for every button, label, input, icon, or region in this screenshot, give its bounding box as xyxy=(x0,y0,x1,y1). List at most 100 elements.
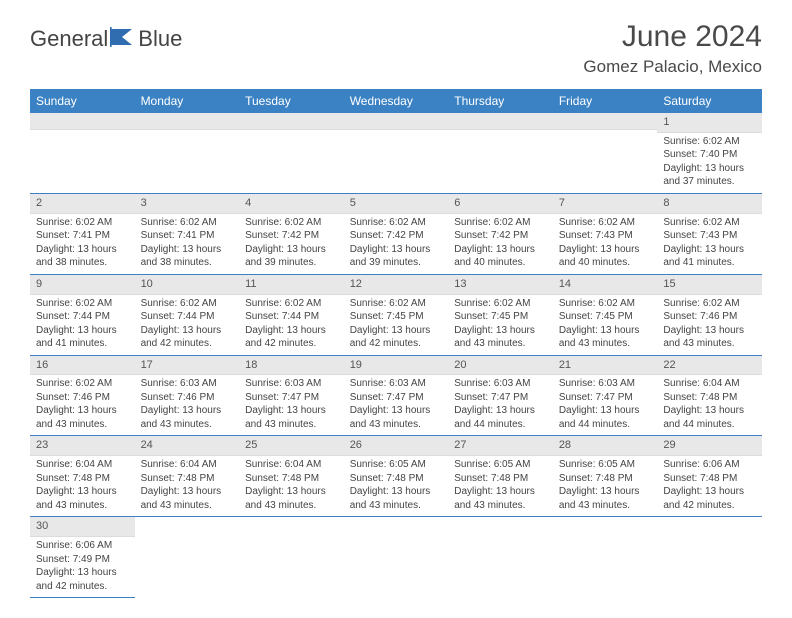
day-content: Sunrise: 6:02 AMSunset: 7:42 PMDaylight:… xyxy=(239,214,344,274)
day-number: 3 xyxy=(135,194,240,214)
empty-day-header xyxy=(30,113,135,130)
daylight-line: Daylight: 13 hours and 43 minutes. xyxy=(454,485,547,512)
day-content: Sunrise: 6:04 AMSunset: 7:48 PMDaylight:… xyxy=(239,456,344,516)
day-number: 4 xyxy=(239,194,344,214)
day-cell: 12Sunrise: 6:02 AMSunset: 7:45 PMDayligh… xyxy=(344,274,449,355)
day-number: 2 xyxy=(30,194,135,214)
day-cell: 24Sunrise: 6:04 AMSunset: 7:48 PMDayligh… xyxy=(135,436,240,517)
day-content: Sunrise: 6:04 AMSunset: 7:48 PMDaylight:… xyxy=(135,456,240,516)
day-content: Sunrise: 6:03 AMSunset: 7:46 PMDaylight:… xyxy=(135,375,240,435)
sunrise-line: Sunrise: 6:04 AM xyxy=(663,377,756,391)
sunrise-line: Sunrise: 6:02 AM xyxy=(663,216,756,230)
daylight-line: Daylight: 13 hours and 42 minutes. xyxy=(245,324,338,351)
day-cell: 2Sunrise: 6:02 AMSunset: 7:41 PMDaylight… xyxy=(30,193,135,274)
day-content: Sunrise: 6:03 AMSunset: 7:47 PMDaylight:… xyxy=(448,375,553,435)
weekday-header-row: Sunday Monday Tuesday Wednesday Thursday… xyxy=(30,89,762,113)
day-content: Sunrise: 6:02 AMSunset: 7:41 PMDaylight:… xyxy=(135,214,240,274)
sunrise-line: Sunrise: 6:02 AM xyxy=(454,297,547,311)
sunset-line: Sunset: 7:42 PM xyxy=(454,229,547,243)
daylight-line: Daylight: 13 hours and 39 minutes. xyxy=(350,243,443,270)
daylight-line: Daylight: 13 hours and 43 minutes. xyxy=(245,485,338,512)
day-content: Sunrise: 6:05 AMSunset: 7:48 PMDaylight:… xyxy=(344,456,449,516)
sunset-line: Sunset: 7:47 PM xyxy=(454,391,547,405)
day-number: 25 xyxy=(239,436,344,456)
sunrise-line: Sunrise: 6:02 AM xyxy=(559,216,652,230)
day-content: Sunrise: 6:05 AMSunset: 7:48 PMDaylight:… xyxy=(448,456,553,516)
daylight-line: Daylight: 13 hours and 43 minutes. xyxy=(559,485,652,512)
day-number: 7 xyxy=(553,194,658,214)
sunset-line: Sunset: 7:46 PM xyxy=(36,391,129,405)
sunset-line: Sunset: 7:47 PM xyxy=(350,391,443,405)
day-number: 16 xyxy=(30,356,135,376)
daylight-line: Daylight: 13 hours and 41 minutes. xyxy=(663,243,756,270)
daylight-line: Daylight: 13 hours and 40 minutes. xyxy=(454,243,547,270)
sunrise-line: Sunrise: 6:02 AM xyxy=(454,216,547,230)
day-number: 10 xyxy=(135,275,240,295)
sunset-line: Sunset: 7:44 PM xyxy=(141,310,234,324)
sunset-line: Sunset: 7:41 PM xyxy=(141,229,234,243)
day-number: 21 xyxy=(553,356,658,376)
day-cell: 14Sunrise: 6:02 AMSunset: 7:45 PMDayligh… xyxy=(553,274,658,355)
empty-day-header xyxy=(344,113,449,130)
daylight-line: Daylight: 13 hours and 42 minutes. xyxy=(36,566,129,593)
sunset-line: Sunset: 7:45 PM xyxy=(559,310,652,324)
month-title: June 2024 xyxy=(583,20,762,53)
daylight-line: Daylight: 13 hours and 44 minutes. xyxy=(454,404,547,431)
daylight-line: Daylight: 13 hours and 43 minutes. xyxy=(350,485,443,512)
day-number: 22 xyxy=(657,356,762,376)
day-cell xyxy=(448,113,553,193)
page-header: General Blue June 2024 Gomez Palacio, Me… xyxy=(30,20,762,77)
daylight-line: Daylight: 13 hours and 44 minutes. xyxy=(663,404,756,431)
day-number: 18 xyxy=(239,356,344,376)
calendar-row: 23Sunrise: 6:04 AMSunset: 7:48 PMDayligh… xyxy=(30,436,762,517)
calendar-body: 1Sunrise: 6:02 AMSunset: 7:40 PMDaylight… xyxy=(30,113,762,598)
day-number: 13 xyxy=(448,275,553,295)
day-content: Sunrise: 6:02 AMSunset: 7:44 PMDaylight:… xyxy=(30,295,135,355)
daylight-line: Daylight: 13 hours and 40 minutes. xyxy=(559,243,652,270)
day-content: Sunrise: 6:05 AMSunset: 7:48 PMDaylight:… xyxy=(553,456,658,516)
sunrise-line: Sunrise: 6:05 AM xyxy=(350,458,443,472)
weekday-header: Tuesday xyxy=(239,89,344,113)
daylight-line: Daylight: 13 hours and 43 minutes. xyxy=(663,324,756,351)
day-cell: 4Sunrise: 6:02 AMSunset: 7:42 PMDaylight… xyxy=(239,193,344,274)
daylight-line: Daylight: 13 hours and 43 minutes. xyxy=(36,485,129,512)
weekday-header: Friday xyxy=(553,89,658,113)
day-cell xyxy=(344,113,449,193)
day-cell: 11Sunrise: 6:02 AMSunset: 7:44 PMDayligh… xyxy=(239,274,344,355)
sunrise-line: Sunrise: 6:06 AM xyxy=(663,458,756,472)
day-number: 15 xyxy=(657,275,762,295)
sunset-line: Sunset: 7:43 PM xyxy=(663,229,756,243)
header-right: June 2024 Gomez Palacio, Mexico xyxy=(583,20,762,77)
day-content: Sunrise: 6:02 AMSunset: 7:40 PMDaylight:… xyxy=(657,133,762,193)
day-number: 8 xyxy=(657,194,762,214)
daylight-line: Daylight: 13 hours and 37 minutes. xyxy=(663,162,756,189)
day-cell: 10Sunrise: 6:02 AMSunset: 7:44 PMDayligh… xyxy=(135,274,240,355)
sunrise-line: Sunrise: 6:02 AM xyxy=(663,135,756,149)
sunrise-line: Sunrise: 6:02 AM xyxy=(141,297,234,311)
day-number: 26 xyxy=(344,436,449,456)
day-cell xyxy=(239,113,344,193)
sunset-line: Sunset: 7:48 PM xyxy=(663,391,756,405)
sunset-line: Sunset: 7:41 PM xyxy=(36,229,129,243)
logo-text-blue: Blue xyxy=(138,26,182,52)
sunset-line: Sunset: 7:45 PM xyxy=(454,310,547,324)
day-content: Sunrise: 6:02 AMSunset: 7:42 PMDaylight:… xyxy=(448,214,553,274)
calendar-page: General Blue June 2024 Gomez Palacio, Me… xyxy=(0,0,792,618)
day-cell xyxy=(239,517,344,598)
flag-icon xyxy=(110,27,136,52)
sunset-line: Sunset: 7:47 PM xyxy=(559,391,652,405)
day-content: Sunrise: 6:02 AMSunset: 7:45 PMDaylight:… xyxy=(344,295,449,355)
sunrise-line: Sunrise: 6:02 AM xyxy=(36,297,129,311)
day-number: 17 xyxy=(135,356,240,376)
sunrise-line: Sunrise: 6:02 AM xyxy=(36,216,129,230)
day-number: 6 xyxy=(448,194,553,214)
sunrise-line: Sunrise: 6:04 AM xyxy=(141,458,234,472)
day-number: 12 xyxy=(344,275,449,295)
calendar-row: 9Sunrise: 6:02 AMSunset: 7:44 PMDaylight… xyxy=(30,274,762,355)
day-cell: 30Sunrise: 6:06 AMSunset: 7:49 PMDayligh… xyxy=(30,517,135,598)
day-content: Sunrise: 6:06 AMSunset: 7:49 PMDaylight:… xyxy=(30,537,135,597)
day-number: 27 xyxy=(448,436,553,456)
sunset-line: Sunset: 7:47 PM xyxy=(245,391,338,405)
sunset-line: Sunset: 7:48 PM xyxy=(350,472,443,486)
day-cell: 20Sunrise: 6:03 AMSunset: 7:47 PMDayligh… xyxy=(448,355,553,436)
